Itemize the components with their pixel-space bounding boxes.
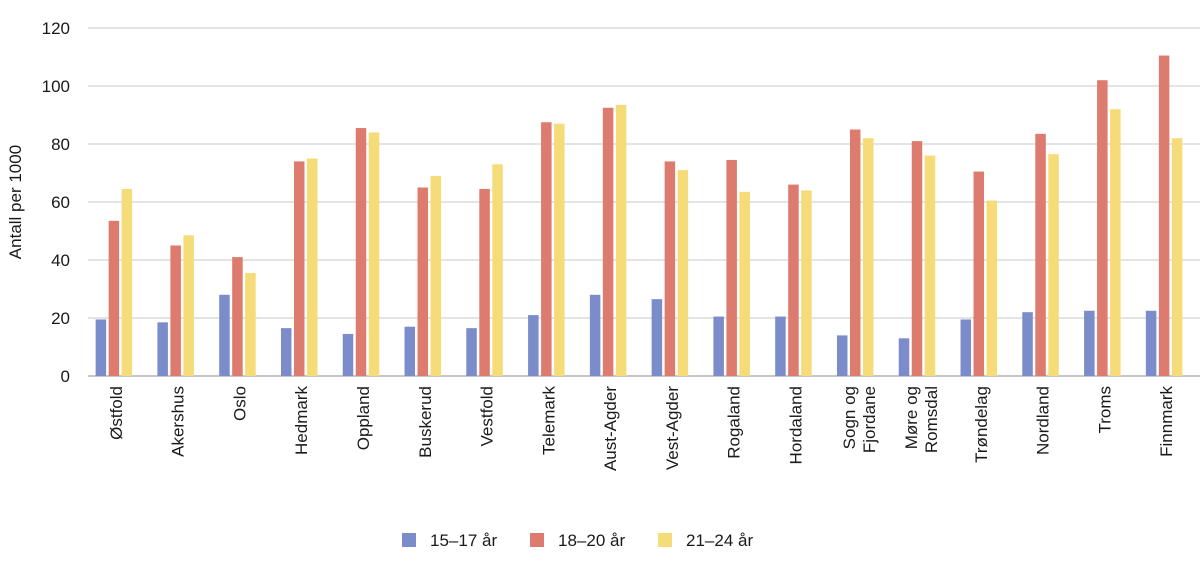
bar-2 — [355, 128, 367, 376]
bar-1 — [836, 335, 848, 376]
bars — [95, 55, 1183, 377]
x-tick-label: Vestfold — [478, 386, 497, 447]
bar-2 — [849, 129, 861, 376]
bar-1 — [528, 315, 539, 376]
bar-1 — [651, 299, 663, 376]
y-tick-label: 100 — [42, 77, 70, 96]
bar-2 — [293, 161, 305, 376]
x-tick-label: Buskerud — [416, 386, 435, 458]
y-tick-label: 20 — [51, 309, 70, 328]
legend-swatch — [402, 533, 416, 547]
bar-1 — [157, 322, 168, 376]
bar-1 — [404, 326, 416, 376]
bar-3 — [739, 191, 750, 376]
x-tick-label: Troms — [1095, 386, 1114, 434]
bar-2 — [664, 161, 676, 376]
bar-2 — [973, 171, 985, 376]
bar-1 — [775, 316, 786, 376]
bar-2 — [1158, 55, 1170, 377]
bar-1 — [466, 328, 477, 376]
bar-3 — [801, 190, 812, 376]
bar-1 — [713, 316, 724, 376]
bar-2 — [417, 187, 429, 376]
bar-1 — [219, 294, 230, 376]
x-axis-labels: Østfold Akershus Oslo Hedmark Oppland Buskeru… — [107, 386, 1176, 472]
y-axis-ticks: 0 20 40 60 80 100 120 — [42, 19, 70, 386]
bar-1 — [1084, 310, 1095, 376]
x-tick-label: Vest-Agder — [663, 386, 682, 470]
bar-2 — [788, 184, 799, 376]
x-tick-label: Aust-Agder — [601, 386, 620, 471]
bar-1 — [280, 328, 292, 376]
bar-1 — [1022, 312, 1033, 376]
bar-3 — [492, 164, 503, 376]
bar-3 — [862, 138, 874, 376]
legend: 15–17 år 18–20 år 21–24 år — [402, 531, 753, 550]
bar-3 — [554, 123, 565, 376]
bar-2 — [170, 245, 181, 376]
bar-3 — [183, 235, 194, 376]
y-tick-label: 40 — [51, 251, 70, 270]
y-tick-label: 60 — [51, 193, 70, 212]
x-tick-label: Akershus — [169, 386, 188, 457]
legend-swatch — [530, 533, 544, 547]
gridlines — [88, 27, 1200, 377]
bar-3 — [924, 155, 936, 376]
bar-2 — [108, 220, 120, 376]
bar-1 — [1145, 310, 1157, 376]
bar-2 — [479, 188, 490, 376]
legend-label: 21–24 år — [686, 531, 753, 550]
y-tick-label: 0 — [61, 367, 70, 386]
bar-2 — [1035, 133, 1046, 376]
bar-3 — [430, 175, 442, 376]
bar-3 — [677, 170, 689, 376]
x-tick-label: Sogn ogFjordane — [840, 386, 879, 453]
bar-3 — [1171, 138, 1183, 376]
legend-label: 15–17 år — [430, 531, 497, 550]
x-tick-label: Møre ogRomsdal — [902, 386, 941, 453]
y-tick-label: 80 — [51, 135, 70, 154]
bar-3 — [306, 158, 318, 376]
bar-2 — [1097, 80, 1108, 376]
bar-3 — [1048, 154, 1059, 376]
bar-2 — [602, 107, 614, 376]
bar-1 — [95, 319, 107, 376]
x-tick-label: Hedmark — [292, 386, 311, 455]
bar-3 — [986, 200, 998, 376]
legend-label: 18–20 år — [558, 531, 625, 550]
y-tick-label: 120 — [42, 19, 70, 38]
bar-3 — [245, 273, 256, 376]
bar-3 — [368, 132, 380, 376]
x-tick-label: Trøndelag — [972, 386, 991, 463]
x-tick-label: Finnmark — [1157, 386, 1176, 457]
bar-2 — [911, 141, 923, 376]
x-tick-label: Oslo — [230, 386, 249, 421]
x-tick-label: Hordaland — [786, 386, 805, 464]
bar-1 — [960, 319, 972, 376]
x-tick-label: Rogaland — [725, 386, 744, 459]
legend-swatch — [658, 533, 672, 547]
x-tick-label: Oppland — [354, 386, 373, 450]
bar-1 — [589, 294, 601, 376]
bar-3 — [1110, 109, 1121, 376]
bar-2 — [726, 159, 737, 376]
bar-2 — [232, 257, 243, 376]
bar-1 — [898, 338, 910, 376]
bar-3 — [615, 104, 627, 376]
x-tick-label: Nordland — [1034, 386, 1053, 455]
bar-3 — [121, 188, 133, 376]
bar-1 — [342, 333, 354, 376]
y-axis-label: Antall per 1000 — [6, 145, 25, 259]
bar-2 — [541, 122, 552, 376]
x-tick-label: Østfold — [107, 386, 126, 440]
x-tick-label: Telemark — [539, 386, 558, 455]
